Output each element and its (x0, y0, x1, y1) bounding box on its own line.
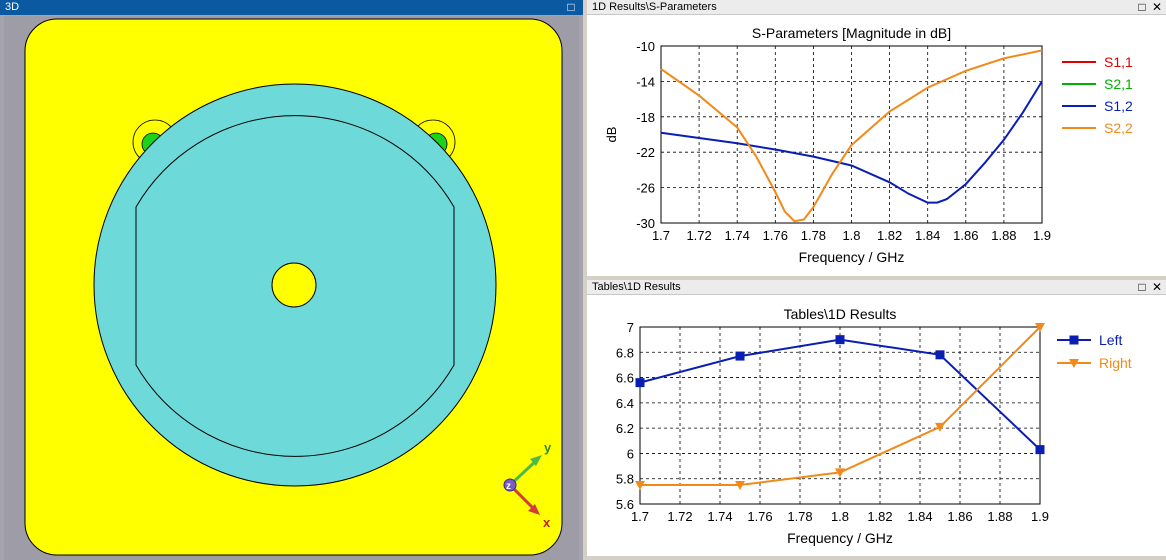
x-tick-label: 1.7 (652, 228, 670, 243)
x-axis-label: Frequency / GHz (799, 249, 905, 265)
view3d-title-bar: 3D □ (0, 0, 583, 15)
tables-title: Tables\1D Results (592, 281, 681, 293)
data-point (635, 481, 645, 491)
x-tick-label: 1.88 (991, 228, 1016, 243)
maximize-icon[interactable]: □ (1138, 0, 1146, 14)
x-tick-label: 1.9 (1031, 509, 1049, 524)
maximize-icon[interactable]: □ (567, 0, 575, 14)
tables-chart[interactable]: Tables\1D Results 1.7 1.72 1.74 1.76 1.78 1.8 1… (587, 295, 1166, 556)
chart-title: Tables\1D Results (784, 306, 897, 322)
legend-label: Left (1099, 332, 1122, 348)
legend-label: S1,2 (1104, 98, 1133, 114)
y-tick-label: 7 (627, 320, 634, 335)
x-tick-label: 1.8 (842, 228, 860, 243)
model-viewport[interactable]: y z x (0, 15, 583, 560)
close-icon[interactable]: ✕ (1151, 0, 1163, 14)
sparams-pane: 1D Results\S-Parameters □ ✕ S-Parameters… (587, 0, 1166, 276)
data-point (835, 335, 845, 345)
x-tick-label: 1.76 (747, 509, 772, 524)
y-tick-label: 6.4 (616, 396, 634, 411)
close-icon[interactable]: ✕ (1151, 280, 1163, 294)
legend-label: S2,1 (1104, 76, 1133, 92)
y-tick-label: 5.8 (616, 472, 634, 487)
data-point (1035, 323, 1045, 332)
y-tick-label: -18 (636, 110, 655, 125)
tables-pane: Tables\1D Results □ ✕ Tables\1D Results 1… (587, 280, 1166, 556)
y-tick-label: 6.8 (616, 345, 634, 360)
view3d-pane: 3D □ y z x (0, 0, 583, 560)
x-tick-label: 1.7 (631, 509, 649, 524)
y-tick-label: -30 (636, 216, 655, 231)
data-point (735, 481, 745, 491)
y-tick-label: 5.6 (616, 497, 634, 512)
legend-marker (1069, 359, 1079, 368)
y-axis-label: dB (604, 127, 619, 143)
y-tick-label: -22 (636, 145, 655, 160)
x-tick-label: 1.84 (907, 509, 932, 524)
x-tick-label: 1.72 (667, 509, 692, 524)
x-axis-label: Frequency / GHz (787, 530, 893, 546)
plot-frame (639, 326, 1041, 505)
view3d-title: 3D (5, 1, 20, 13)
tables-title-bar: Tables\1D Results □ ✕ (587, 280, 1166, 295)
maximize-icon[interactable]: □ (1138, 280, 1146, 294)
data-point (935, 350, 945, 360)
x-tick-label: 1.72 (686, 228, 711, 243)
inner-patch-outline (135, 115, 455, 457)
data-point (935, 422, 945, 432)
sparams-title: 1D Results\S-Parameters (592, 1, 717, 13)
x-tick-label: 1.78 (801, 228, 826, 243)
x-tick-label: 1.8 (831, 509, 849, 524)
data-point (1035, 445, 1045, 455)
chart-title: S-Parameters [Magnitude in dB] (752, 25, 951, 41)
x-tick-label: 1.76 (763, 228, 788, 243)
y-tick-label: 6 (627, 446, 634, 461)
y-tick-label: -14 (636, 74, 655, 89)
x-tick-label: 1.74 (707, 509, 732, 524)
plot-frame (660, 45, 1043, 224)
y-tick-label: 6.2 (616, 421, 634, 436)
axis-label-x: x (543, 515, 551, 530)
axes-triad: y z x (503, 440, 552, 530)
sparams-chart[interactable]: S-Parameters [Magnitude in dB] 1.7 1.72 1.7… (587, 15, 1166, 276)
sparams-title-bar: 1D Results\S-Parameters □ ✕ (587, 0, 1166, 15)
x-tick-label: 1.82 (867, 509, 892, 524)
x-tick-label: 1.82 (877, 228, 902, 243)
x-tick-label: 1.9 (1033, 228, 1051, 243)
series-line (660, 80, 1043, 204)
series-line (660, 49, 1043, 223)
y-tick-label: -10 (636, 39, 655, 54)
axis-label-y: y (544, 440, 552, 455)
x-tick-label: 1.86 (947, 509, 972, 524)
x-tick-label: 1.78 (787, 509, 812, 524)
data-point (635, 378, 645, 388)
x-tick-label: 1.88 (987, 509, 1012, 524)
center-hole (271, 262, 317, 308)
legend-marker (1069, 335, 1079, 345)
x-tick-label: 1.74 (725, 228, 750, 243)
legend-label: S1,1 (1104, 54, 1133, 70)
x-tick-label: 1.84 (915, 228, 940, 243)
axis-label-z: z (506, 481, 511, 492)
data-point (735, 351, 745, 361)
legend-label: S2,2 (1104, 120, 1133, 136)
data-point (835, 468, 845, 478)
y-tick-label: 6.6 (616, 371, 634, 386)
y-tick-label: -26 (636, 181, 655, 196)
x-tick-label: 1.86 (953, 228, 978, 243)
legend-label: Right (1099, 355, 1132, 371)
